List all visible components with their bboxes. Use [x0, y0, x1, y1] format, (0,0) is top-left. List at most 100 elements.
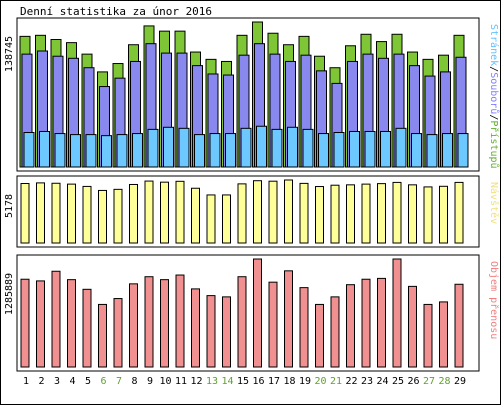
bar-middle-návštěv-17	[268, 180, 278, 244]
legend-entry-top-4: Přístupů	[488, 120, 500, 168]
x-tick-label-8: 8	[131, 376, 137, 387]
bar-top-stránek-16	[256, 125, 267, 168]
bar-top-stránek-21	[333, 132, 345, 168]
x-tick-label-13: 13	[206, 376, 218, 387]
bar-bottom-objem přenosu-17	[268, 281, 278, 368]
bar-bottom-objem přenosu-21	[330, 296, 340, 368]
bar-top-stránek-6	[101, 135, 112, 168]
bar-top-stránek-15	[240, 127, 252, 168]
ytick-label-middle: 5178	[4, 194, 15, 218]
legend-entry-top-3: /	[488, 114, 499, 120]
bar-bottom-objem přenosu-15	[237, 276, 247, 368]
bar-middle-návštěv-2	[36, 182, 45, 244]
bar-bottom-objem přenosu-25	[392, 258, 402, 368]
bar-middle-návštěv-9	[144, 180, 154, 244]
x-tick-label-23: 23	[361, 376, 373, 387]
bar-top-stránek-27	[426, 134, 438, 168]
chart-title: Denní statistika za únor 2016	[20, 5, 212, 18]
bar-bottom-objem přenosu-16	[253, 258, 262, 368]
bar-middle-návštěv-13	[206, 194, 216, 244]
bar-middle-návštěv-29	[454, 181, 464, 244]
x-tick-label-9: 9	[147, 376, 153, 387]
x-tick-label-4: 4	[69, 376, 75, 387]
bar-bottom-objem přenosu-29	[454, 283, 464, 368]
x-tick-label-2: 2	[38, 376, 44, 387]
x-tick-label-16: 16	[252, 376, 264, 387]
bar-middle-návštěv-28	[439, 185, 448, 244]
x-tick-label-21: 21	[330, 376, 342, 387]
x-tick-label-3: 3	[54, 376, 60, 387]
bar-top-stránek-2	[39, 130, 50, 168]
bar-top-stránek-13	[209, 133, 221, 168]
bar-bottom-objem přenosu-8	[129, 283, 138, 368]
bar-bottom-objem přenosu-12	[191, 288, 200, 368]
ytick-label-top: 138745	[4, 36, 15, 72]
bar-top-stránek-14	[225, 133, 236, 168]
bar-middle-návštěv-15	[237, 183, 247, 244]
x-tick-label-10: 10	[159, 376, 171, 387]
x-tick-label-17: 17	[268, 376, 280, 387]
bar-bottom-objem přenosu-22	[346, 284, 355, 368]
bar-bottom-objem přenosu-28	[439, 301, 448, 368]
bar-middle-návštěv-4	[67, 183, 76, 244]
bar-middle-návštěv-7	[113, 188, 123, 244]
bar-bottom-objem přenosu-9	[144, 276, 154, 368]
legend-middle: Návštěv	[488, 182, 500, 224]
legend-entry-top-1: /	[488, 66, 499, 72]
bar-middle-návštěv-24	[377, 183, 386, 244]
bar-top-stránek-26	[411, 133, 422, 168]
legend-bottom: Objem přenosu	[488, 261, 500, 339]
bar-middle-návštěv-5	[82, 185, 92, 244]
panel-frame-bottom	[16, 254, 480, 372]
bar-top-stránek-7	[116, 134, 128, 168]
bar-middle-návštěv-20	[315, 186, 324, 244]
bar-bottom-objem přenosu-11	[175, 274, 185, 368]
bar-bottom-objem přenosu-1	[20, 278, 30, 368]
x-tick-label-28: 28	[438, 376, 450, 387]
x-tick-label-7: 7	[116, 376, 122, 387]
bar-bottom-objem přenosu-23	[361, 278, 371, 368]
bar-middle-návštěv-10	[160, 181, 169, 244]
bar-bottom-objem přenosu-5	[82, 288, 92, 368]
bar-middle-návštěv-25	[392, 181, 402, 244]
bar-middle-návštěv-6	[98, 189, 107, 244]
legend-entry-middle-0: Návštěv	[488, 182, 500, 224]
legend-entry-bottom-0: Objem přenosu	[488, 261, 500, 339]
bar-bottom-objem přenosu-20	[315, 303, 324, 368]
bar-top-stránek-23	[364, 130, 376, 168]
bar-top-stránek-9	[147, 128, 159, 168]
bar-top-stránek-3	[54, 133, 66, 168]
x-tick-label-22: 22	[345, 376, 357, 387]
bar-top-stránek-25	[395, 127, 407, 168]
bar-middle-návštěv-1	[20, 183, 30, 244]
x-tick-label-11: 11	[175, 376, 187, 387]
bar-bottom-objem přenosu-6	[98, 303, 107, 368]
bar-bottom-objem přenosu-3	[51, 270, 61, 368]
bar-middle-návštěv-19	[299, 182, 309, 244]
x-tick-label-24: 24	[376, 376, 388, 387]
bar-bottom-objem přenosu-13	[206, 295, 216, 368]
legend-entry-top-0: Stránek	[488, 24, 500, 66]
legend-entry-top-2: Souborů	[488, 72, 500, 114]
bar-top-stránek-20	[318, 133, 329, 168]
bar-top-stránek-1	[23, 132, 35, 168]
bar-bottom-objem přenosu-24	[377, 277, 386, 368]
legend-top: Stránek/Souborů/Přístupů	[488, 24, 500, 169]
x-tick-label-1: 1	[23, 376, 29, 387]
bar-middle-návštěv-26	[408, 184, 417, 244]
bar-top-stránek-10	[163, 126, 174, 168]
x-tick-label-14: 14	[221, 376, 233, 387]
bar-middle-návštěv-11	[175, 180, 185, 244]
bar-top-stránek-12	[194, 134, 205, 168]
bar-bottom-objem přenosu-2	[36, 280, 45, 368]
x-tick-label-12: 12	[190, 376, 202, 387]
bar-bottom-objem přenosu-18	[284, 270, 293, 368]
bar-middle-návštěv-18	[284, 179, 293, 244]
bar-middle-návštěv-3	[51, 182, 61, 244]
x-tick-label-25: 25	[392, 376, 404, 387]
x-tick-label-5: 5	[85, 376, 91, 387]
bar-top-stránek-28	[442, 133, 453, 168]
x-tick-label-20: 20	[314, 376, 326, 387]
